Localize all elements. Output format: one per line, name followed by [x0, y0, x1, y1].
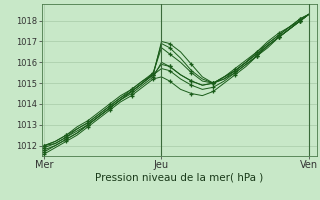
X-axis label: Pression niveau de la mer( hPa ): Pression niveau de la mer( hPa ) [95, 173, 263, 183]
